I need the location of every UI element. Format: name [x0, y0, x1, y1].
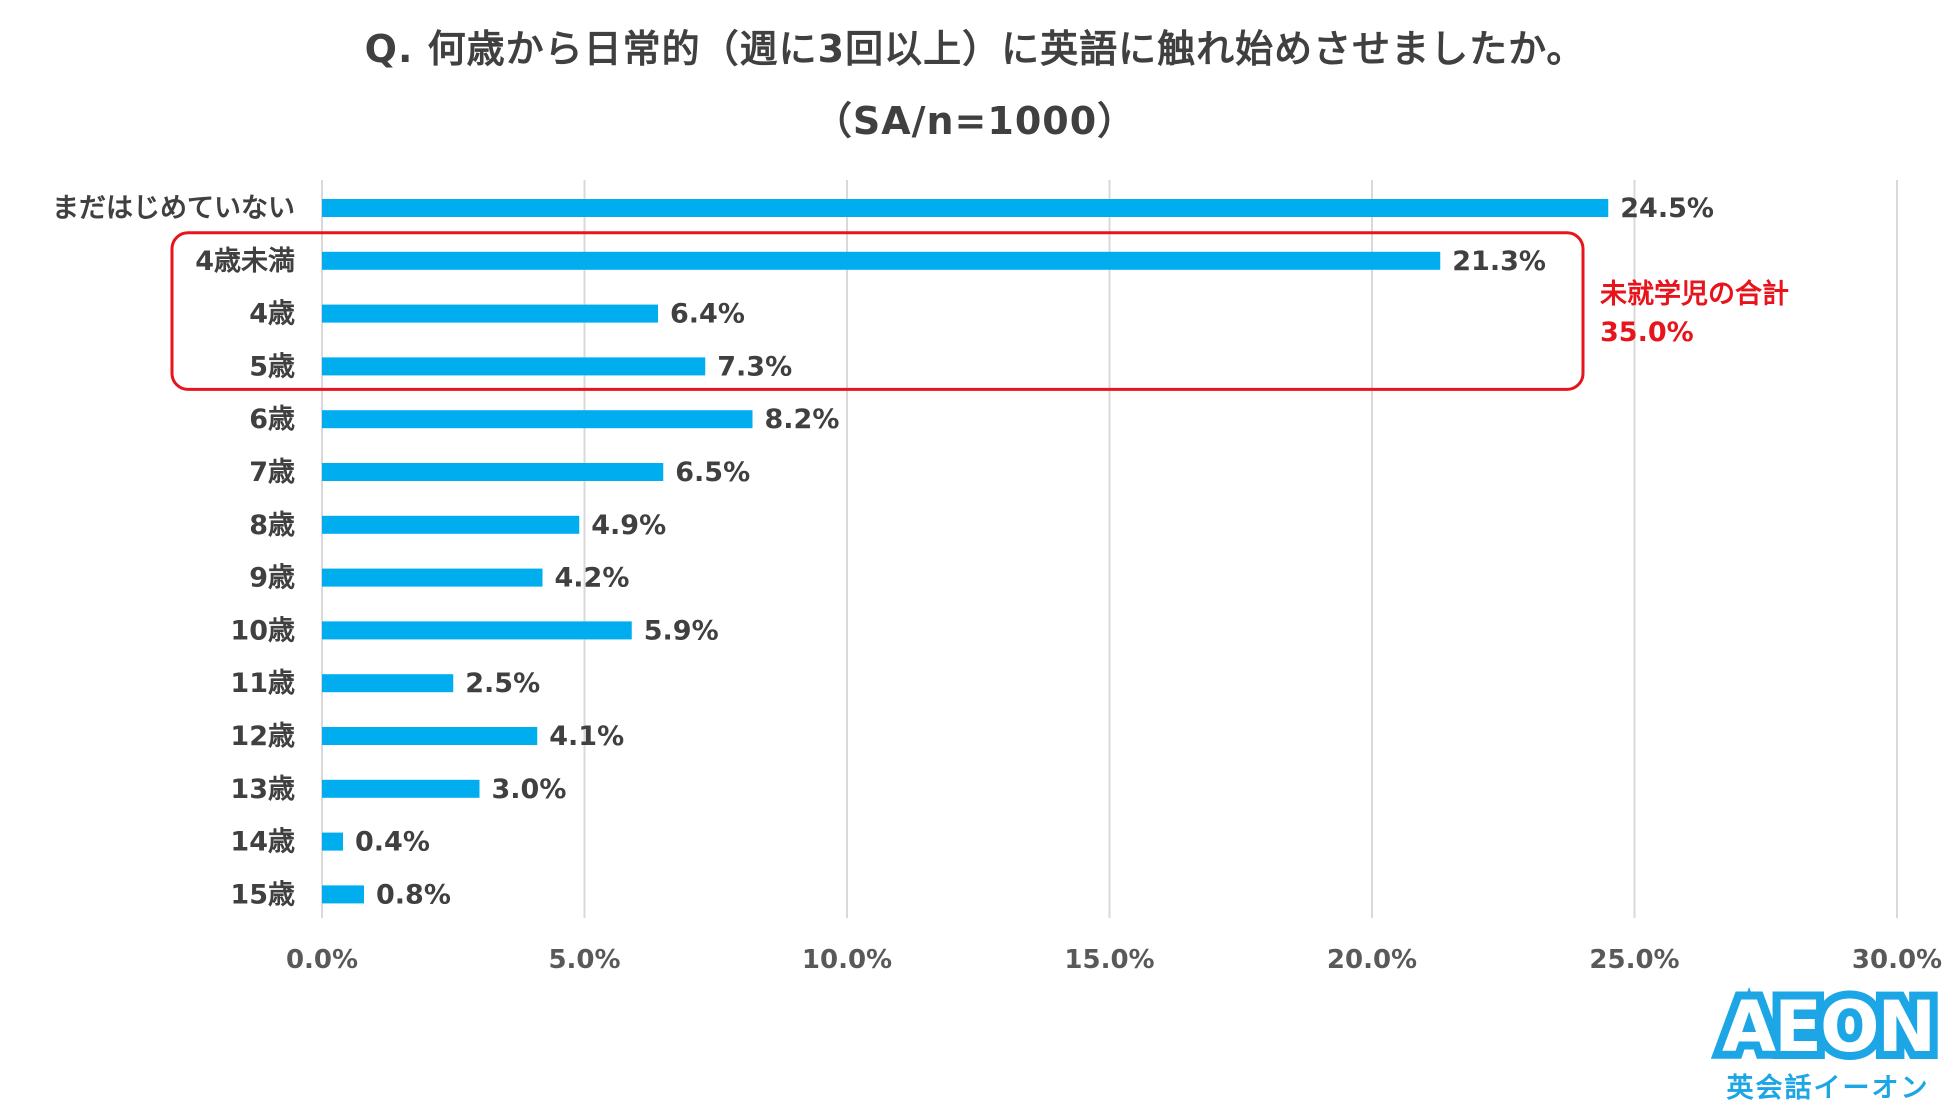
data-label: 4.2% [555, 563, 630, 594]
x-axis-ticks: 0.0% 5.0% 10.0% 15.0% 20.0% 25.0% 30.0% [286, 945, 1942, 975]
data-label: 4.1% [549, 721, 624, 752]
bar [322, 568, 543, 587]
annotation-value: 35.0% [1600, 317, 1694, 348]
chart-title: Q. 何歳から日常的（週に3回以上）に英語に触れ始めさせましたか。 [364, 27, 1586, 71]
x-tick-label: 0.0% [286, 945, 358, 975]
bar [322, 463, 664, 481]
data-label: 0.4% [355, 827, 430, 858]
bar [322, 674, 454, 693]
category-label: 13歳 [230, 774, 295, 805]
category-label: 4歳未満 [195, 246, 295, 277]
data-label: 21.3% [1452, 246, 1546, 277]
data-label: 7.3% [717, 351, 792, 382]
bar [322, 832, 343, 851]
x-tick-label: 10.0% [802, 945, 892, 975]
aeon-logo-subtitle: 英会話イーオン [1726, 1073, 1930, 1104]
bars [322, 199, 1609, 904]
annotation-group: 未就学児の合計 35.0% [170, 231, 1789, 391]
data-label: 6.4% [670, 299, 745, 330]
x-tick-label: 30.0% [1852, 945, 1942, 975]
data-label: 0.8% [376, 879, 451, 910]
data-label: 5.9% [644, 615, 719, 646]
bar [322, 515, 580, 534]
value-labels: 24.5% 21.3% 6.4% 7.3% 8.2% 6.5% 4.9% 4.2% 5.9% 2.… [355, 193, 1714, 910]
bar [322, 727, 538, 745]
x-tick-label: 5.0% [548, 945, 620, 975]
preschool-group-box [170, 231, 1585, 391]
x-tick-label: 25.0% [1589, 945, 1679, 975]
category-label: 14歳 [230, 827, 295, 858]
category-label: 15歳 [230, 879, 295, 910]
category-label: 12歳 [230, 721, 295, 752]
bar [322, 410, 753, 429]
data-label: 2.5% [465, 668, 540, 699]
bar [322, 304, 658, 323]
data-label: 6.5% [675, 457, 750, 488]
data-label: 8.2% [765, 404, 840, 435]
data-label: 4.9% [591, 510, 666, 541]
category-label: 5歳 [249, 351, 295, 382]
x-tick-label: 15.0% [1064, 945, 1154, 975]
category-label: 7歳 [249, 457, 295, 488]
category-label: 6歳 [249, 404, 295, 435]
bar [322, 199, 1609, 217]
category-label: 8歳 [249, 510, 295, 541]
category-label: 9歳 [249, 563, 295, 594]
bar [322, 885, 364, 904]
chart-subtitle: （SA/n=1000） [813, 99, 1137, 143]
category-label: 4歳 [249, 299, 295, 330]
annotation-label: 未就学児の合計 [1600, 278, 1789, 310]
gridlines [321, 180, 1898, 918]
category-labels: まだはじめていない 4歳未満 4歳 5歳 6歳 7歳 8歳 9歳 10歳 11歳 12歳 13歳 14歳… [52, 193, 295, 910]
x-tick-label: 20.0% [1327, 945, 1417, 975]
aeon-logo: AEON [1714, 984, 1944, 1070]
bar [322, 779, 480, 798]
bar [322, 251, 1441, 270]
data-label: 3.0% [492, 774, 567, 805]
category-label: 11歳 [230, 668, 295, 699]
bar [322, 357, 706, 376]
category-label: 10歳 [230, 615, 295, 646]
category-label: まだはじめていない [52, 193, 295, 224]
data-label: 24.5% [1620, 193, 1714, 224]
bar [322, 621, 632, 640]
